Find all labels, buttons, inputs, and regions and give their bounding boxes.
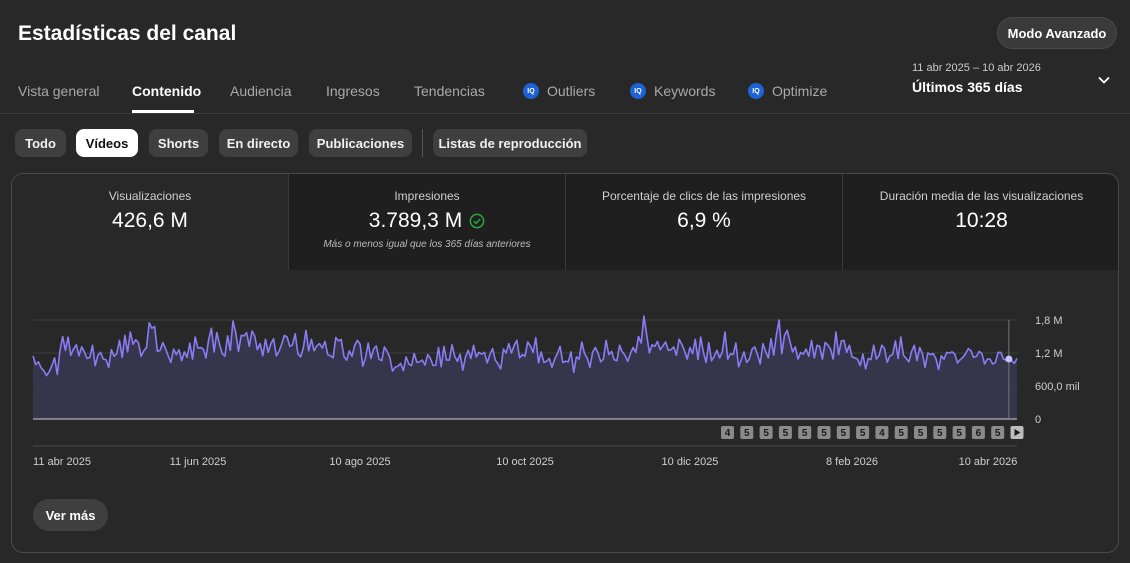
- tab-trends[interactable]: Tendencias: [414, 82, 485, 100]
- iq-badge-icon: IQ: [630, 83, 646, 99]
- upload-marker: [798, 426, 812, 439]
- active-tab-indicator: [132, 110, 194, 113]
- tab-keywords[interactable]: IQ Keywords: [630, 82, 715, 100]
- metric-value: 6,9 %: [566, 209, 842, 233]
- metric-value: 426,6 M: [12, 209, 288, 233]
- upload-marker: [894, 426, 908, 439]
- upload-marker-count: 5: [744, 428, 750, 439]
- tab-label: Optimize: [772, 83, 828, 99]
- header-divider: [0, 113, 1130, 114]
- tab-label: Contenido: [132, 83, 202, 99]
- upload-marker-count: 5: [995, 428, 1001, 439]
- chevron-down-icon[interactable]: [1096, 72, 1112, 88]
- upload-marker-count: 5: [918, 428, 924, 439]
- page-title: Estadísticas del canal: [18, 22, 237, 45]
- metric-card-views[interactable]: Visualizaciones 426,6 M: [12, 174, 288, 270]
- filter-chip-live[interactable]: En directo: [219, 129, 298, 157]
- area-fill: [33, 316, 1017, 419]
- upload-marker-count: 5: [841, 428, 847, 439]
- y-tick-label: 1,8 M: [1035, 315, 1063, 327]
- upload-marker-count: 5: [956, 428, 962, 439]
- tab-optimize[interactable]: IQ Optimize: [748, 82, 827, 100]
- current-point: [1005, 355, 1013, 363]
- metric-label: Duración media de las visualizaciones: [879, 189, 1084, 203]
- metric-label: Impresiones: [394, 189, 460, 203]
- metric-card-avg-duration[interactable]: Duración media de las visualizaciones 10…: [842, 174, 1118, 270]
- tab-label: Tendencias: [414, 83, 485, 99]
- upload-marker: [914, 426, 927, 439]
- metric-value-text: 426,6 M: [112, 209, 188, 232]
- metric-value: 10:28: [843, 209, 1118, 233]
- tab-overview[interactable]: Vista general: [18, 82, 99, 100]
- upload-marker-count: 4: [879, 428, 885, 439]
- upload-marker-count: 6: [976, 428, 982, 439]
- see-more-button[interactable]: Ver más: [33, 499, 108, 531]
- date-range-selector[interactable]: 11 abr 2025 – 10 abr 2026 Últimos 365 dí…: [912, 62, 1041, 95]
- metric-card-impressions[interactable]: Impresiones 3.789,3 M Más o menos igual …: [288, 174, 565, 270]
- filter-chip-shorts[interactable]: Shorts: [149, 129, 208, 157]
- tab-revenue[interactable]: Ingresos: [326, 82, 380, 100]
- metric-note: Más o menos igual que los 365 días anter…: [323, 239, 531, 250]
- x-tick-label: 10 oct 2025: [496, 456, 554, 468]
- date-range-text: 11 abr 2025 – 10 abr 2026: [912, 62, 1041, 74]
- upload-marker: [836, 426, 850, 439]
- advanced-mode-button[interactable]: Modo Avanzado: [997, 17, 1117, 49]
- metric-label: Porcentaje de clics de las impresiones: [601, 189, 807, 203]
- y-tick-label: 600,0 mil: [1035, 381, 1080, 393]
- date-period-text: Últimos 365 días: [912, 79, 1023, 95]
- tab-audience[interactable]: Audiencia: [230, 82, 292, 100]
- filter-chip-videos[interactable]: Vídeos: [76, 129, 138, 157]
- upload-marker-count: 5: [783, 428, 789, 439]
- upload-marker: [759, 426, 773, 439]
- upload-marker-count: 5: [860, 428, 866, 439]
- views-chart[interactable]: 1,8 M 1,2 M 600,0 mil 0 4 5 5 5 5 5 5 5 4 5 5 5 5 6 5 11 ab…: [0, 0, 1130, 490]
- x-tick-label: 10 dic 2025: [662, 456, 719, 468]
- upload-marker: [778, 426, 792, 439]
- upload-marker-count: 5: [898, 428, 904, 439]
- tab-label: Audiencia: [230, 83, 292, 99]
- upload-marker: [817, 426, 831, 439]
- check-circle-icon: [469, 213, 485, 229]
- tab-label: Keywords: [654, 83, 716, 99]
- filter-chip-posts[interactable]: Publicaciones: [309, 129, 412, 157]
- x-tick-label: 8 feb 2026: [826, 456, 878, 468]
- upload-marker-count: 4: [725, 428, 731, 439]
- metric-card-ctr[interactable]: Porcentaje de clics de las impresiones 6…: [565, 174, 842, 270]
- upload-marker: [740, 426, 754, 439]
- filter-separator: [422, 129, 423, 157]
- metric-value: 3.789,3 M: [289, 209, 565, 233]
- metric-value-text: 10:28: [955, 209, 1008, 232]
- x-tick-label: 10 abr 2026: [959, 456, 1018, 468]
- upload-marker: [952, 426, 966, 439]
- upload-marker: [991, 426, 1005, 439]
- upload-marker: [971, 426, 985, 439]
- play-icon: [1014, 429, 1021, 436]
- metric-label: Visualizaciones: [108, 189, 192, 203]
- tab-outliers[interactable]: IQ Outliers: [523, 82, 595, 100]
- y-tick-label: 1,2 M: [1035, 348, 1063, 360]
- upload-marker-count: 5: [821, 428, 827, 439]
- filter-chip-all[interactable]: Todo: [15, 129, 66, 157]
- x-tick-label: 11 jun 2025: [170, 456, 227, 468]
- iq-badge-icon: IQ: [748, 83, 764, 99]
- filter-chip-playlists[interactable]: Listas de reproducción: [433, 129, 587, 157]
- upload-marker: [721, 426, 734, 439]
- x-tick-label: 10 ago 2025: [329, 456, 390, 468]
- upload-marker: [856, 426, 870, 439]
- x-tick-label: 11 abr 2025: [33, 456, 91, 468]
- tab-label: Vista general: [18, 83, 100, 99]
- upload-marker: [933, 426, 947, 439]
- tab-label: Outliers: [547, 83, 596, 99]
- upload-marker: [875, 426, 889, 439]
- iq-badge-icon: IQ: [523, 83, 539, 99]
- upload-marker-count: 5: [802, 428, 808, 439]
- upload-marker-count: 5: [763, 428, 769, 439]
- y-tick-label: 0: [1035, 414, 1041, 426]
- metric-value-text: 3.789,3 M: [368, 209, 463, 232]
- metric-value-text: 6,9 %: [677, 209, 731, 232]
- tab-content[interactable]: Contenido: [132, 82, 201, 100]
- tab-label: Ingresos: [326, 83, 380, 99]
- upload-marker-count: 5: [937, 428, 943, 439]
- series-line: [32, 315, 1018, 377]
